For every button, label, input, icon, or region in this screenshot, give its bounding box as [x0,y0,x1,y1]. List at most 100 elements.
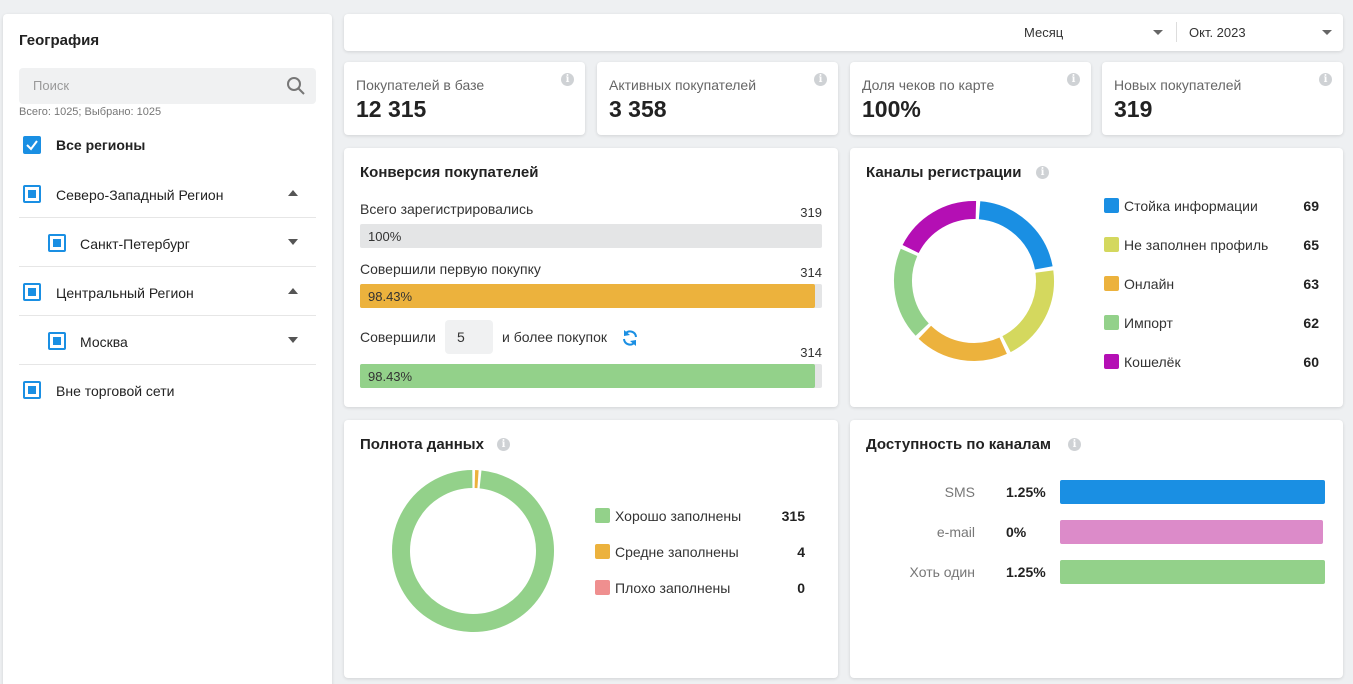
conversion-bar-text: 98.43% [368,289,413,304]
search-icon[interactable] [286,76,306,101]
registration-channels-card: Каналы регистрации i Стойка информации 6… [850,148,1343,407]
search-input[interactable] [33,78,273,93]
info-icon[interactable]: i [1036,166,1049,179]
chevron-up-icon[interactable] [288,190,298,196]
info-icon[interactable]: i [1068,438,1081,451]
kpi-value: 12 315 [356,96,427,122]
legend-value: 62 [1303,315,1319,331]
channels-title: Каналы регистрации [866,164,1022,181]
legend-item: Средне заполнены 4 [595,543,805,561]
legend-item: Стойка информации 69 [1104,197,1319,215]
conversion-bar-fill [360,364,815,388]
conversion-bar-text: 98.43% [368,369,413,384]
legend-value: 4 [797,544,805,560]
all-regions-checkbox[interactable] [23,136,41,154]
conversion-title: Конверсия покупателей [360,164,539,181]
period-toolbar: Месяц Окт. 2023 [344,14,1343,51]
channels-donut-chart [894,201,1054,361]
legend-value: 315 [781,508,805,524]
legend-item: Плохо заполнены 0 [595,579,805,597]
legend-item: Онлайн 63 [1104,275,1319,293]
conversion-row-label: Совершили [360,329,436,345]
availability-pct: 1.25% [1006,564,1046,580]
tree-item-label: Санкт-Петербург [80,236,190,252]
legend-label: Стойка информации [1124,198,1258,214]
tree-item-all-regions[interactable]: Все регионы [19,121,316,161]
northwest-checkbox[interactable] [23,185,41,203]
legend-label: Хорошо заполнены [615,508,742,524]
legend-label: Онлайн [1124,276,1175,292]
kpi-label: Доля чеков по карте [862,77,995,93]
conversion-row-count: 314 [800,265,822,280]
kpi-label: Активных покупателей [609,77,757,93]
tree-item-outside-network[interactable]: Вне торговой сети [19,365,316,414]
kpi-card-card-share: Доля чеков по карте 100% i [850,62,1091,135]
region-counts: Всего: 1025; Выбрано: 1025 [19,106,162,118]
info-icon[interactable]: i [497,438,510,451]
tree-item-spb[interactable]: Санкт-Петербург [19,218,316,267]
conversion-row-suffix: и более покупок [502,329,607,345]
channel-availability-card: Доступность по каналам i SMS 1.25% e-mai… [850,420,1343,678]
donut-slice [894,248,930,336]
info-icon[interactable]: i [814,73,827,86]
tree-item-moscow[interactable]: Москва [19,316,316,365]
conversion-bar-text: 100% [368,229,402,244]
chevron-down-icon[interactable] [1153,30,1163,35]
conversion-card: Конверсия покупателей Всего зарегистриро… [344,148,838,407]
divider [1176,22,1177,42]
availability-channel-name: e-mail [936,524,975,540]
info-icon[interactable]: i [1319,73,1332,86]
legend-swatch [595,508,610,523]
legend-value: 65 [1303,237,1319,253]
search-box[interactable] [19,68,316,104]
conversion-row-count: 314 [800,345,822,360]
info-icon[interactable]: i [1067,73,1080,86]
availability-channel-name: SMS [944,484,975,500]
chevron-down-icon[interactable] [288,337,298,343]
central-checkbox[interactable] [23,283,41,301]
availability-bar-any [1060,560,1325,584]
conversion-row-label: Всего зарегистрировались [360,201,534,217]
legend-item: Кошелёк 60 [1104,353,1319,371]
tree-item-label: Северо-Западный Регион [56,187,224,203]
chevron-up-icon[interactable] [288,288,298,294]
legend-value: 60 [1303,354,1319,370]
donut-slice [918,325,1007,361]
conversion-bar: 100% [360,224,822,248]
conversion-bar-fill [360,284,815,308]
legend-swatch [1104,315,1119,330]
donut-slice [1002,270,1054,353]
legend-label: Импорт [1124,315,1173,331]
info-icon[interactable]: i [561,73,574,86]
moscow-checkbox[interactable] [48,332,66,350]
conversion-bar: 98.43% [360,364,822,388]
chevron-down-icon[interactable] [1322,30,1332,35]
month-select-value[interactable]: Окт. 2023 [1189,25,1246,40]
outside-network-checkbox[interactable] [23,381,41,399]
kpi-card-active: Активных покупателей 3 358 i [597,62,838,135]
refresh-icon[interactable] [620,328,640,353]
spb-checkbox[interactable] [48,234,66,252]
legend-value: 63 [1303,276,1319,292]
kpi-value: 3 358 [609,96,667,122]
legend-swatch [595,544,610,559]
chevron-down-icon[interactable] [288,239,298,245]
tree-item-northwest[interactable]: Северо-Западный Регион [19,169,316,218]
period-select-value[interactable]: Месяц [1024,25,1064,40]
kpi-value: 319 [1114,96,1153,122]
donut-slice [392,470,554,632]
availability-bar-sms [1060,480,1325,504]
availability-title: Доступность по каналам [866,436,1052,453]
conversion-row-count: 319 [800,205,822,220]
availability-pct: 1.25% [1006,484,1046,500]
purchase-count-input[interactable] [445,320,493,354]
legend-label: Кошелёк [1124,354,1181,370]
tree-item-central[interactable]: Центральный Регион [19,267,316,316]
availability-pct: 0% [1006,524,1027,540]
kpi-label: Покупателей в базе [356,77,485,93]
legend-swatch [1104,237,1119,252]
completeness-legend: Хорошо заполнены 315 Средне заполнены 4 … [595,507,805,597]
legend-swatch [1104,198,1119,213]
channels-legend: Стойка информации 69 Не заполнен профиль… [1104,197,1319,377]
legend-item: Импорт 62 [1104,314,1319,332]
